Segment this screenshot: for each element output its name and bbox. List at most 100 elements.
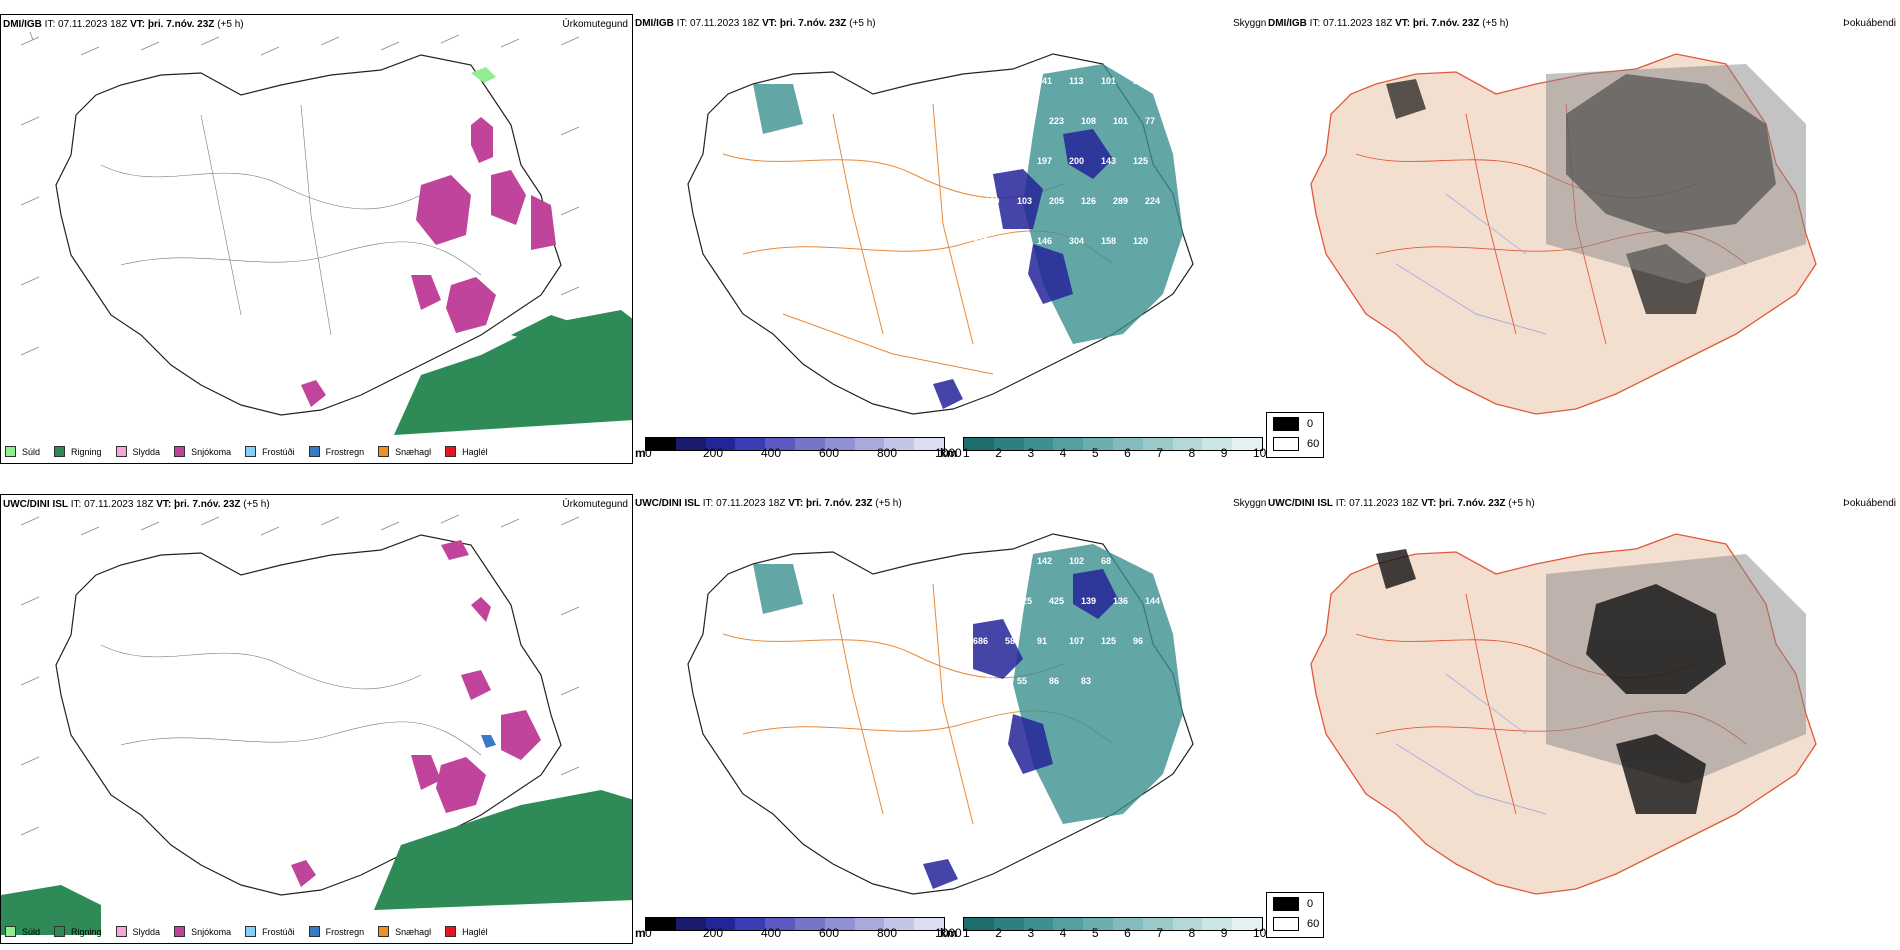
visibility-colorbar xyxy=(963,917,1263,931)
visibility-value: 55 xyxy=(1017,676,1027,686)
visibility-value: 223 xyxy=(1049,116,1064,126)
fog-map-row1 xyxy=(1310,53,1817,415)
legend-swatch xyxy=(54,926,66,937)
visibility-value: 166 xyxy=(973,556,988,566)
visibility-value: 102 xyxy=(1069,556,1084,566)
visibility-value: 136 xyxy=(1113,596,1128,606)
visibility-value: 200 xyxy=(1069,156,1084,166)
legend-label: Haglél xyxy=(462,446,488,457)
fog-legend-label: 0 xyxy=(1307,418,1314,430)
colorbar-segment xyxy=(993,438,1024,450)
colorbar-tick: 7 xyxy=(1156,926,1164,940)
colorbar-segment xyxy=(884,918,915,930)
panel-title: UWC/DINI ISL IT: 07.11.2023 18Z VT: þri.… xyxy=(635,498,902,509)
visibility-map-row1: 164 157 141 113 101 107 143 144 223 108 101 77 487 55… xyxy=(687,53,1194,415)
visibility-value: 120 xyxy=(1005,556,1020,566)
colorbar-tick: 5 xyxy=(1091,446,1099,460)
visibility-value: 96 xyxy=(1133,636,1143,646)
colorbar-segment xyxy=(964,438,994,450)
colorbar-tick: 1000 xyxy=(935,926,962,940)
visibility-value: 58 xyxy=(1005,636,1015,646)
colorbar-segment xyxy=(1112,438,1143,450)
colorbar-tick: 400 xyxy=(761,926,782,940)
visibility-value: 317 xyxy=(973,236,988,246)
colorbar-segment xyxy=(914,918,944,930)
visibility-value: 101 xyxy=(1113,116,1128,126)
colorbar-segment xyxy=(1023,438,1054,450)
visibility-value: 107 xyxy=(1069,636,1084,646)
legend-item: Snæhagl xyxy=(378,926,431,937)
colorbar-segment xyxy=(765,918,795,930)
legend-label: Frostregn xyxy=(325,926,365,937)
visibility-value: 83 xyxy=(1081,676,1091,686)
visibility-value: 68 xyxy=(1101,556,1111,566)
fog-legend-row: 60 xyxy=(1273,437,1319,451)
colorbar-tick: 2 xyxy=(995,926,1002,940)
colorbar-tick: 4 xyxy=(1059,926,1067,940)
legend-swatch xyxy=(115,446,127,457)
colorbar-segment xyxy=(1053,918,1084,930)
colorbar-tick: 0 xyxy=(645,926,652,940)
panel-title: UWC/DINI ISL IT: 07.11.2023 18Z VT: þri.… xyxy=(3,499,270,510)
legend-swatch xyxy=(308,926,320,937)
colorbar-segment xyxy=(1172,438,1203,450)
colorbar-tick: 1000 xyxy=(935,446,962,460)
visibility-value: 125 xyxy=(1133,156,1148,166)
legend-item: Frostúði xyxy=(245,446,295,457)
ceiling-colorbar xyxy=(645,437,945,451)
colorbar-segment xyxy=(1202,438,1233,450)
colorbar-segment xyxy=(1232,438,1262,450)
legend-swatch xyxy=(115,926,127,937)
colorbar-segment xyxy=(1172,918,1203,930)
colorbar-segment xyxy=(765,438,795,450)
precip-type-title: Úrkomutegund xyxy=(562,499,628,510)
ceiling-colorbar xyxy=(645,917,945,931)
colorbar-segment xyxy=(705,438,736,450)
legend-swatch xyxy=(174,446,186,457)
colorbar-tick: 2 xyxy=(995,446,1002,460)
colorbar-segment xyxy=(964,918,994,930)
colorbar-tick: 800 xyxy=(877,926,898,940)
colorbar-tick: 1 xyxy=(963,446,970,460)
fog-panel-row1: DMI/IGB IT: 07.11.2023 18Z VT: þri. 7.nó… xyxy=(1266,14,1900,464)
colorbar-tick: 200 xyxy=(703,446,724,460)
fog-map-row2 xyxy=(1310,533,1817,895)
visibility-colorbar xyxy=(963,437,1263,451)
colorbar-segment xyxy=(1023,918,1054,930)
visibility-value: 164 xyxy=(973,76,988,86)
legend-label: Frostúði xyxy=(262,926,295,937)
precip-panel-row1: DMI/IGB IT: 07.11.2023 18Z VT: þri. 7.nó… xyxy=(0,14,633,464)
colorbar-segment xyxy=(675,438,706,450)
colorbar-tick: 10 xyxy=(1253,926,1266,940)
colorbar-segment xyxy=(1202,918,1233,930)
legend-label: Súld xyxy=(22,926,41,937)
legend-label: Frostúði xyxy=(262,446,295,457)
vis-unit: km xyxy=(940,926,958,940)
colorbar-tick: 400 xyxy=(761,446,782,460)
snow-areas xyxy=(301,117,556,407)
colorbar-tick: 4 xyxy=(1059,446,1067,460)
legend-label: Slydda xyxy=(132,926,161,937)
cloud-title: Skyggni xyxy=(1233,18,1266,29)
visibility-value: 120 xyxy=(1133,236,1148,246)
visibility-value: 686 xyxy=(973,636,988,646)
colorbar-segment xyxy=(824,918,855,930)
colorbar-tick: 3 xyxy=(1027,926,1035,940)
visibility-value: 142 xyxy=(1037,556,1052,566)
rain-areas xyxy=(394,67,632,435)
colorbar-segment xyxy=(993,918,1024,930)
legend-label: Snjókoma xyxy=(191,926,232,937)
precip-legend: Súld Rigning Slydda Snjókoma Frostúði Frostre… xyxy=(5,926,488,937)
colorbar-segment xyxy=(794,918,825,930)
visibility-value: 116 xyxy=(1133,556,1148,566)
colorbar-tick: 7 xyxy=(1156,446,1164,460)
colorbar-tick: 8 xyxy=(1188,926,1196,940)
legend-label: Snjókoma xyxy=(191,446,232,457)
colorbar-tick: 3 xyxy=(1027,446,1035,460)
visibility-value: 73 xyxy=(985,676,995,686)
visibility-value: 110 xyxy=(985,196,1000,206)
legend-swatch xyxy=(245,926,257,937)
legend-swatch xyxy=(5,926,16,937)
legend-label: Rigning xyxy=(71,446,102,457)
panel-title: UWC/DINI ISL IT: 07.11.2023 18Z VT: þri.… xyxy=(1268,498,1535,509)
